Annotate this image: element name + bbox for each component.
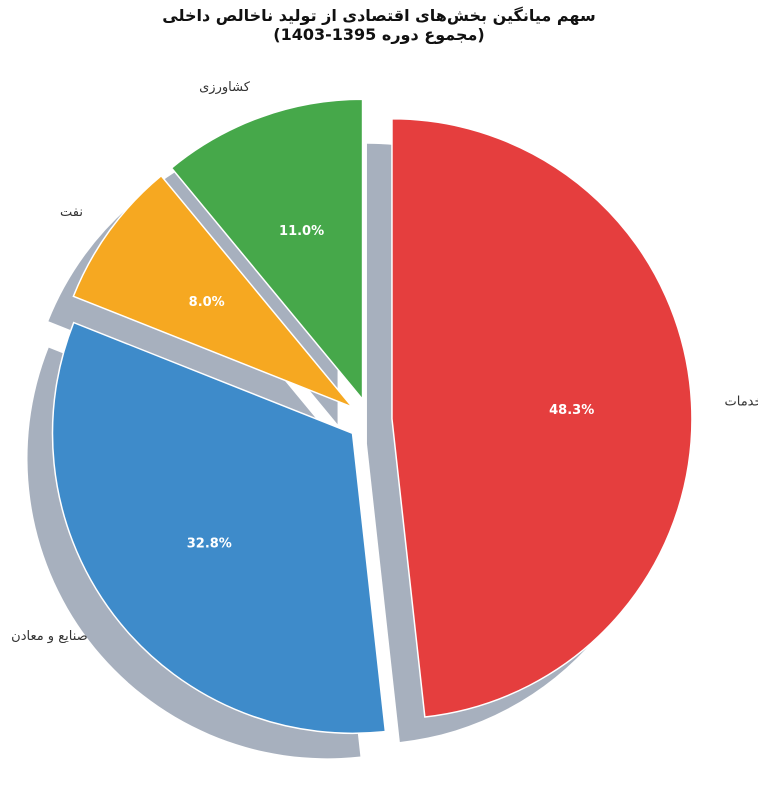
slice-3-percent-label: 8.0% <box>189 295 225 310</box>
slice-2-percent-label: 32.8% <box>187 536 232 551</box>
chart-title: سهم میانگین بخش‌های اقتصادی از تولید ناخ… <box>162 6 595 25</box>
slice-4-category-label: کشاورزی <box>199 80 251 95</box>
slice-1-percent-label: 48.3% <box>549 403 594 418</box>
slice-1-category-label: خدمات <box>725 395 758 410</box>
slice-2-category-label: صنایع و معادن <box>11 629 88 644</box>
slice-3-category-label: نفت <box>60 205 83 220</box>
slice-1-wedge <box>392 119 692 717</box>
slice-4-percent-label: 11.0% <box>279 224 324 239</box>
chart-subtitle: (مجموع دوره 1395-1403) <box>273 25 484 44</box>
